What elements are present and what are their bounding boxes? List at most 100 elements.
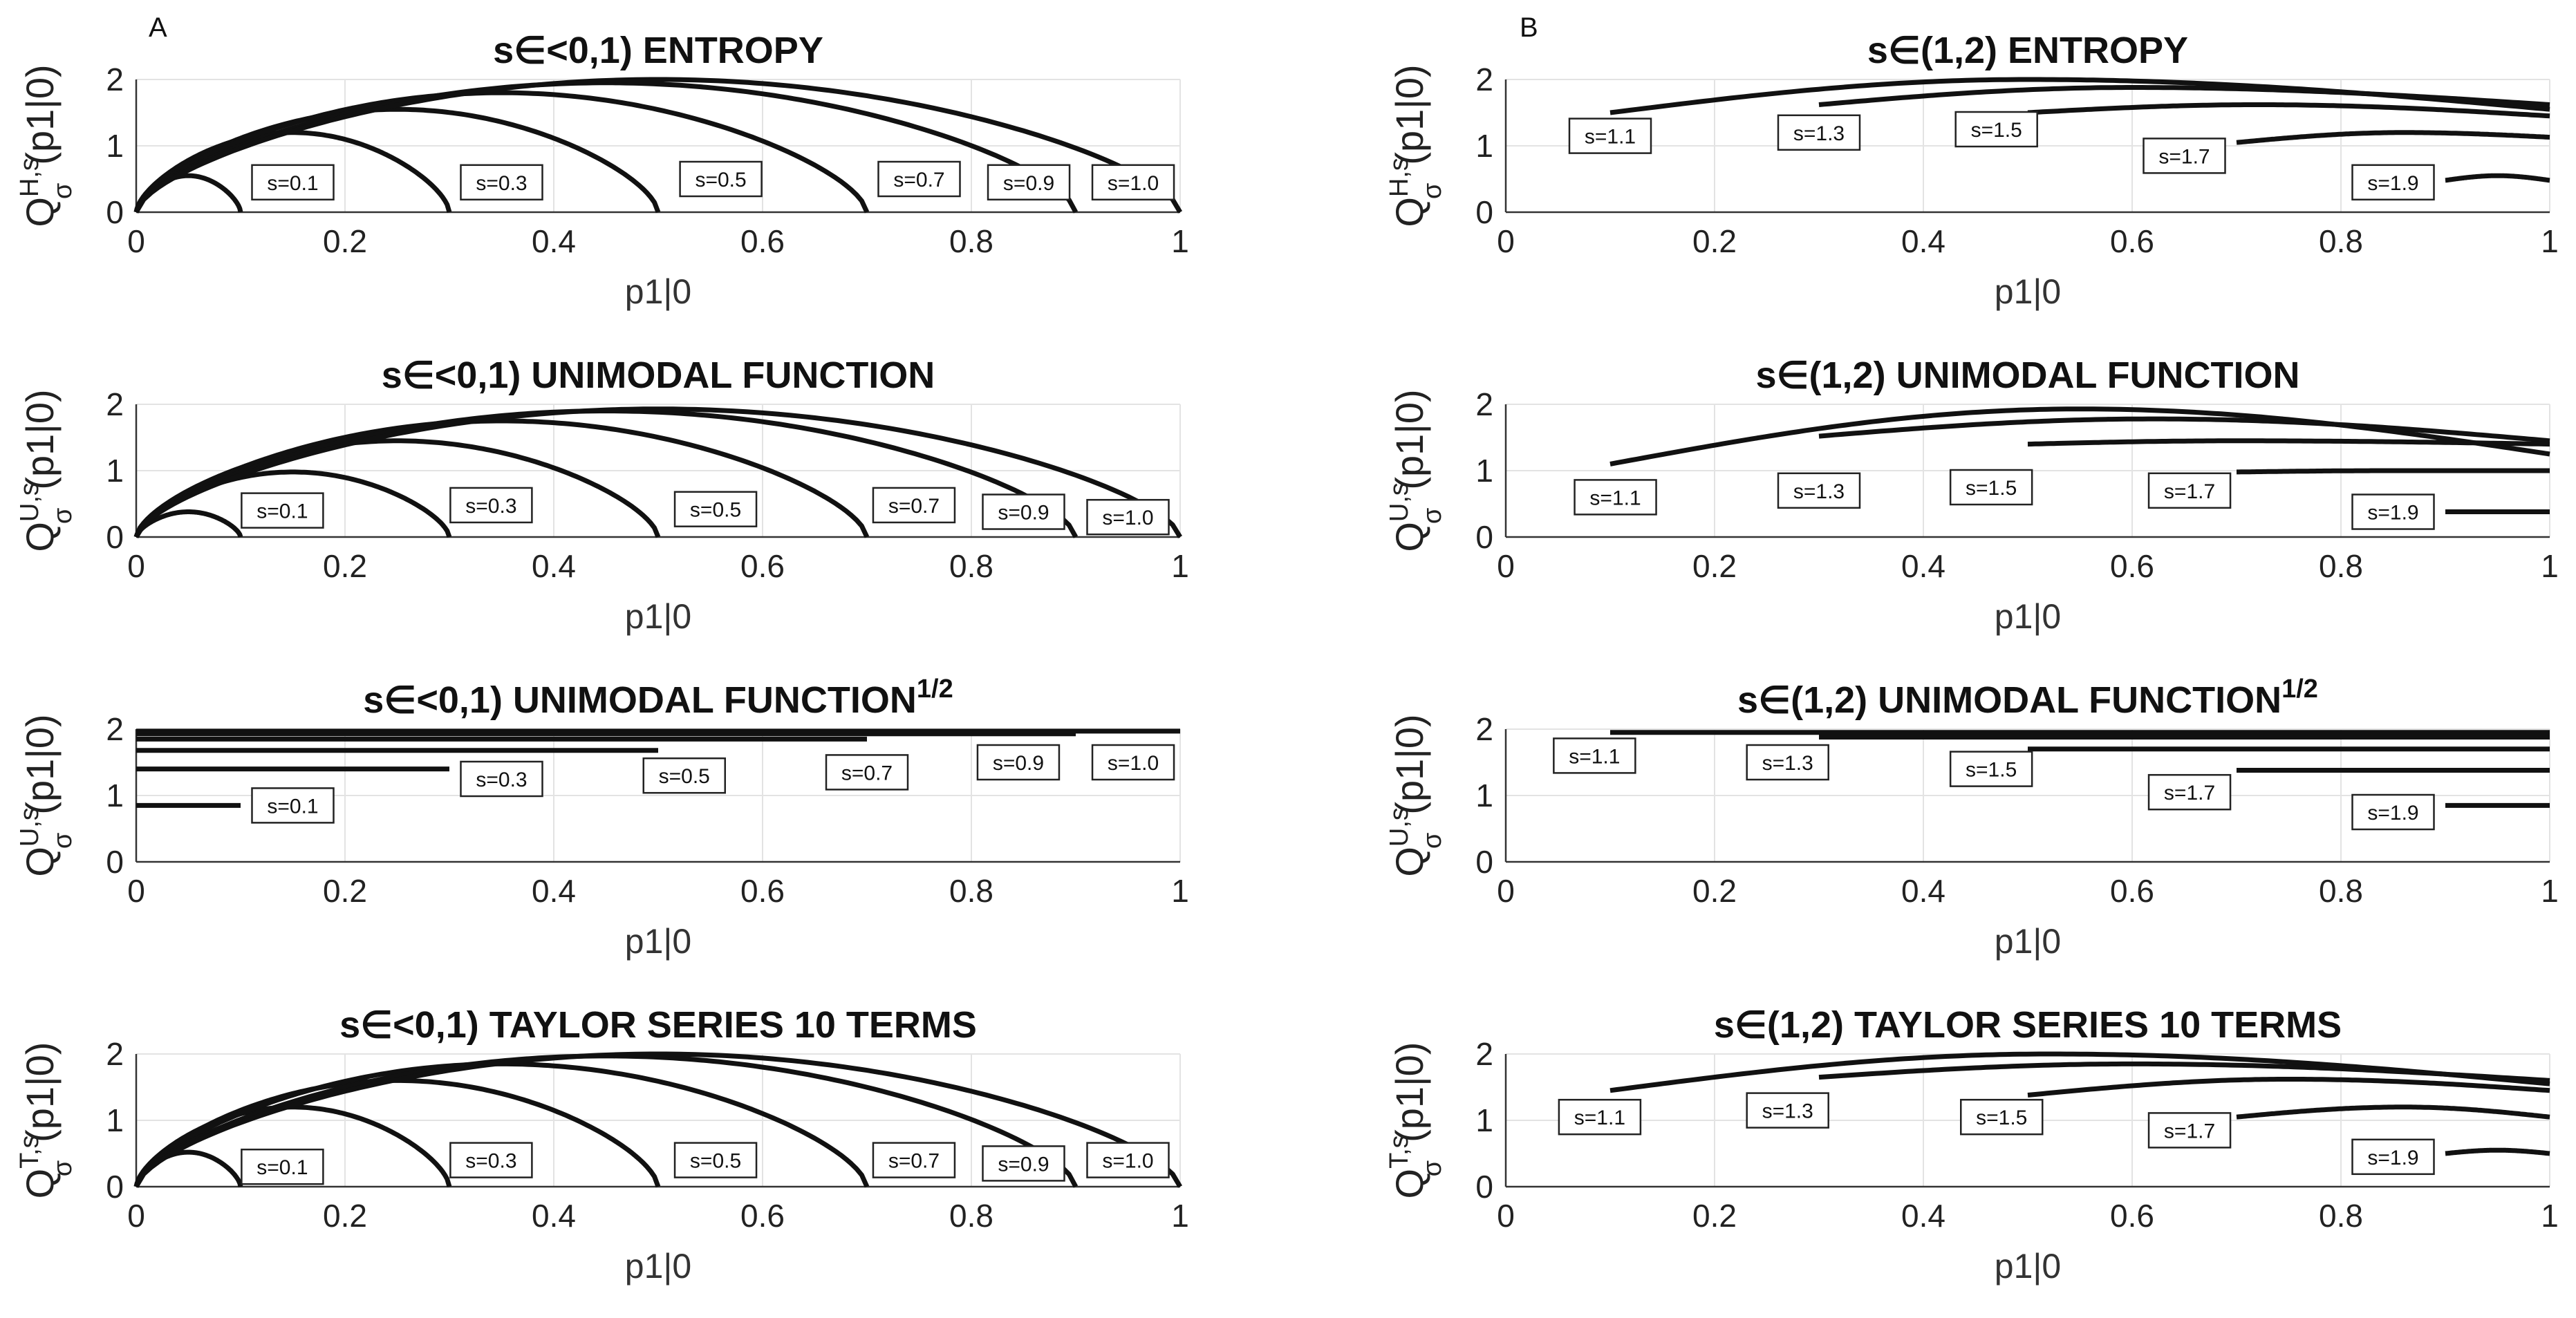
subplot-b-3: 0 0.2 0.4 0.6 0.8 1 0 1 2 s∈(1,2) UNIMODAL FUNCTI… (1385, 675, 2559, 961)
x-axis-label: p1|0 (625, 272, 691, 311)
y-tick-label: 0 (106, 194, 124, 230)
y-label-main: Q (18, 197, 62, 227)
chart-title: s∈<0,1) UNIMODAL FUNCTION1/2 (363, 675, 953, 721)
x-tick-label: 0.6 (2110, 873, 2154, 909)
y-axis-label: QH,s σ (p1|0) (1385, 64, 1447, 227)
series-label-box: s=0.7 (877, 160, 961, 198)
subplot-b-2: 0 0.2 0.4 0.6 0.8 1 0 1 2 s∈(1,2) UNIMODAL FUNCTI… (1385, 355, 2559, 636)
x-tick-label: 0.2 (323, 223, 367, 259)
series-label-text: s=1.1 (1589, 487, 1641, 509)
y-axis-label: QT,s σ (p1|0) (1385, 1042, 1447, 1199)
y-label-subscript: σ (1418, 508, 1447, 524)
label-box-frame (679, 160, 763, 198)
y-axis-label: QU,s σ (p1|0) (15, 389, 77, 552)
series-line-s-1_3 (1818, 416, 2550, 444)
series-label-text: s=1.3 (1762, 1100, 1813, 1123)
series-line-s-1_5 (2027, 1077, 2550, 1098)
x-tick-label: 0.8 (949, 1198, 993, 1234)
series-label-box: s=0.5 (679, 160, 763, 198)
y-label-superscript: U,s (1385, 807, 1414, 847)
series-label-text: s=1.9 (2367, 802, 2418, 825)
chart-title-text: s∈(1,2) TAYLOR SERIES 10 TERMS (1714, 1004, 2342, 1046)
series-label-text: s=1.9 (2367, 172, 2418, 195)
x-tick-label: 0.4 (532, 1198, 576, 1234)
y-label-superscript: H,s (15, 158, 44, 197)
chart-title: s∈<0,1) UNIMODAL FUNCTION (382, 355, 935, 396)
label-box-frame (982, 1145, 1065, 1182)
series-line-s-1_7 (2236, 1104, 2550, 1120)
x-axis-label: p1|0 (1995, 1247, 2061, 1286)
y-tick-label: 0 (106, 1169, 124, 1205)
x-tick-label: 0.6 (740, 223, 785, 259)
label-box-frame (642, 757, 726, 794)
x-axis-label: p1|0 (625, 1247, 691, 1286)
x-tick-label: 0 (127, 873, 145, 909)
label-box-frame (2147, 773, 2232, 811)
series-label-text: s=1.3 (1793, 480, 1845, 503)
series-line-s-1_7 (2236, 130, 2550, 145)
series-label-text: s=1.1 (1574, 1107, 1625, 1129)
x-tick-label: 1 (1171, 548, 1189, 584)
y-label-argument: (p1|0) (18, 1042, 62, 1142)
series-line-s-0_5 (133, 106, 661, 214)
subplot-b-4: 0 0.2 0.4 0.6 0.8 1 0 1 2 s∈(1,2) TAYLOR SERIES 1… (1385, 1004, 2559, 1286)
x-tick-label: 0.8 (2319, 223, 2363, 259)
x-tick-label: 0.4 (1901, 873, 1945, 909)
label-box-frame (987, 164, 1071, 201)
y-label-argument: (p1|0) (1388, 64, 1431, 164)
series-label-box: s=1.9 (2351, 164, 2435, 201)
series-label-box: s=0.9 (982, 1145, 1065, 1182)
panel-letter-a: A (149, 12, 167, 43)
label-box-frame (1746, 744, 1829, 781)
label-box-frame (460, 164, 543, 201)
x-tick-label: 0.8 (949, 223, 993, 259)
series-label-box: s=1.7 (2147, 472, 2232, 509)
series-label-text: s=1.0 (1108, 752, 1159, 775)
x-tick-label: 0.2 (323, 548, 367, 584)
y-tick-label: 1 (1475, 453, 1493, 489)
subplot-a-1: 0 0.2 0.4 0.6 0.8 1 0 1 2 s∈<0,1) ENTROPY p1|0 QH,s… (15, 30, 1189, 311)
x-tick-label: 0 (127, 548, 145, 584)
x-tick-label: 0.2 (1692, 223, 1737, 259)
series-line-s-1_7 (2236, 468, 2550, 475)
x-tick-label: 0.4 (532, 223, 576, 259)
x-tick-label: 0.8 (949, 548, 993, 584)
y-label-argument: (p1|0) (1388, 714, 1431, 814)
y-label-argument: (p1|0) (18, 714, 62, 814)
y-tick-label: 2 (106, 711, 124, 747)
x-tick-label: 0 (1497, 548, 1515, 584)
series-line-s-1_9 (2443, 173, 2552, 183)
y-tick-label: 0 (1475, 1169, 1493, 1205)
series-label-text: s=1.7 (2158, 145, 2210, 168)
series-label-text: s=0.1 (267, 172, 318, 195)
chart-title-text: s∈<0,1) TAYLOR SERIES 10 TERMS (339, 1004, 977, 1046)
series-label-box: s=0.3 (449, 1142, 533, 1178)
y-label-subscript: σ (48, 183, 77, 199)
y-label-superscript: T,s (15, 1135, 44, 1169)
y-tick-label: 0 (106, 519, 124, 555)
y-axis-label: QH,s σ (p1|0) (15, 64, 77, 227)
y-label-subscript: σ (1418, 1160, 1447, 1176)
series-label-box: s=0.1 (251, 787, 335, 824)
y-tick-label: 0 (1475, 844, 1493, 880)
series-label-text: s=1.7 (2164, 1120, 2215, 1142)
series-label-text: s=0.9 (998, 1153, 1049, 1176)
series-label-text: s=0.9 (993, 752, 1044, 775)
series-label-text: s=0.1 (256, 500, 308, 523)
x-tick-label: 1 (1171, 223, 1189, 259)
y-label-main: Q (18, 522, 62, 552)
y-tick-label: 2 (1475, 1036, 1493, 1072)
label-box-frame (872, 487, 956, 524)
y-label-superscript: H,s (1385, 158, 1414, 197)
chart-title-text: s∈(1,2) UNIMODAL FUNCTION (1737, 679, 2281, 721)
series-label-text: s=0.3 (476, 769, 527, 791)
series-line-s-1_5 (2027, 438, 2550, 447)
x-axis-label: p1|0 (1995, 272, 2061, 311)
x-tick-label: 0.6 (740, 548, 785, 584)
x-axis-label: p1|0 (1995, 922, 2061, 961)
series-label-box: s=0.7 (872, 487, 956, 524)
x-tick-label: 1 (1171, 873, 1189, 909)
series-line-s-1_3 (1818, 1061, 2550, 1083)
label-box-frame (2351, 164, 2435, 201)
y-label-argument: (p1|0) (18, 389, 62, 489)
